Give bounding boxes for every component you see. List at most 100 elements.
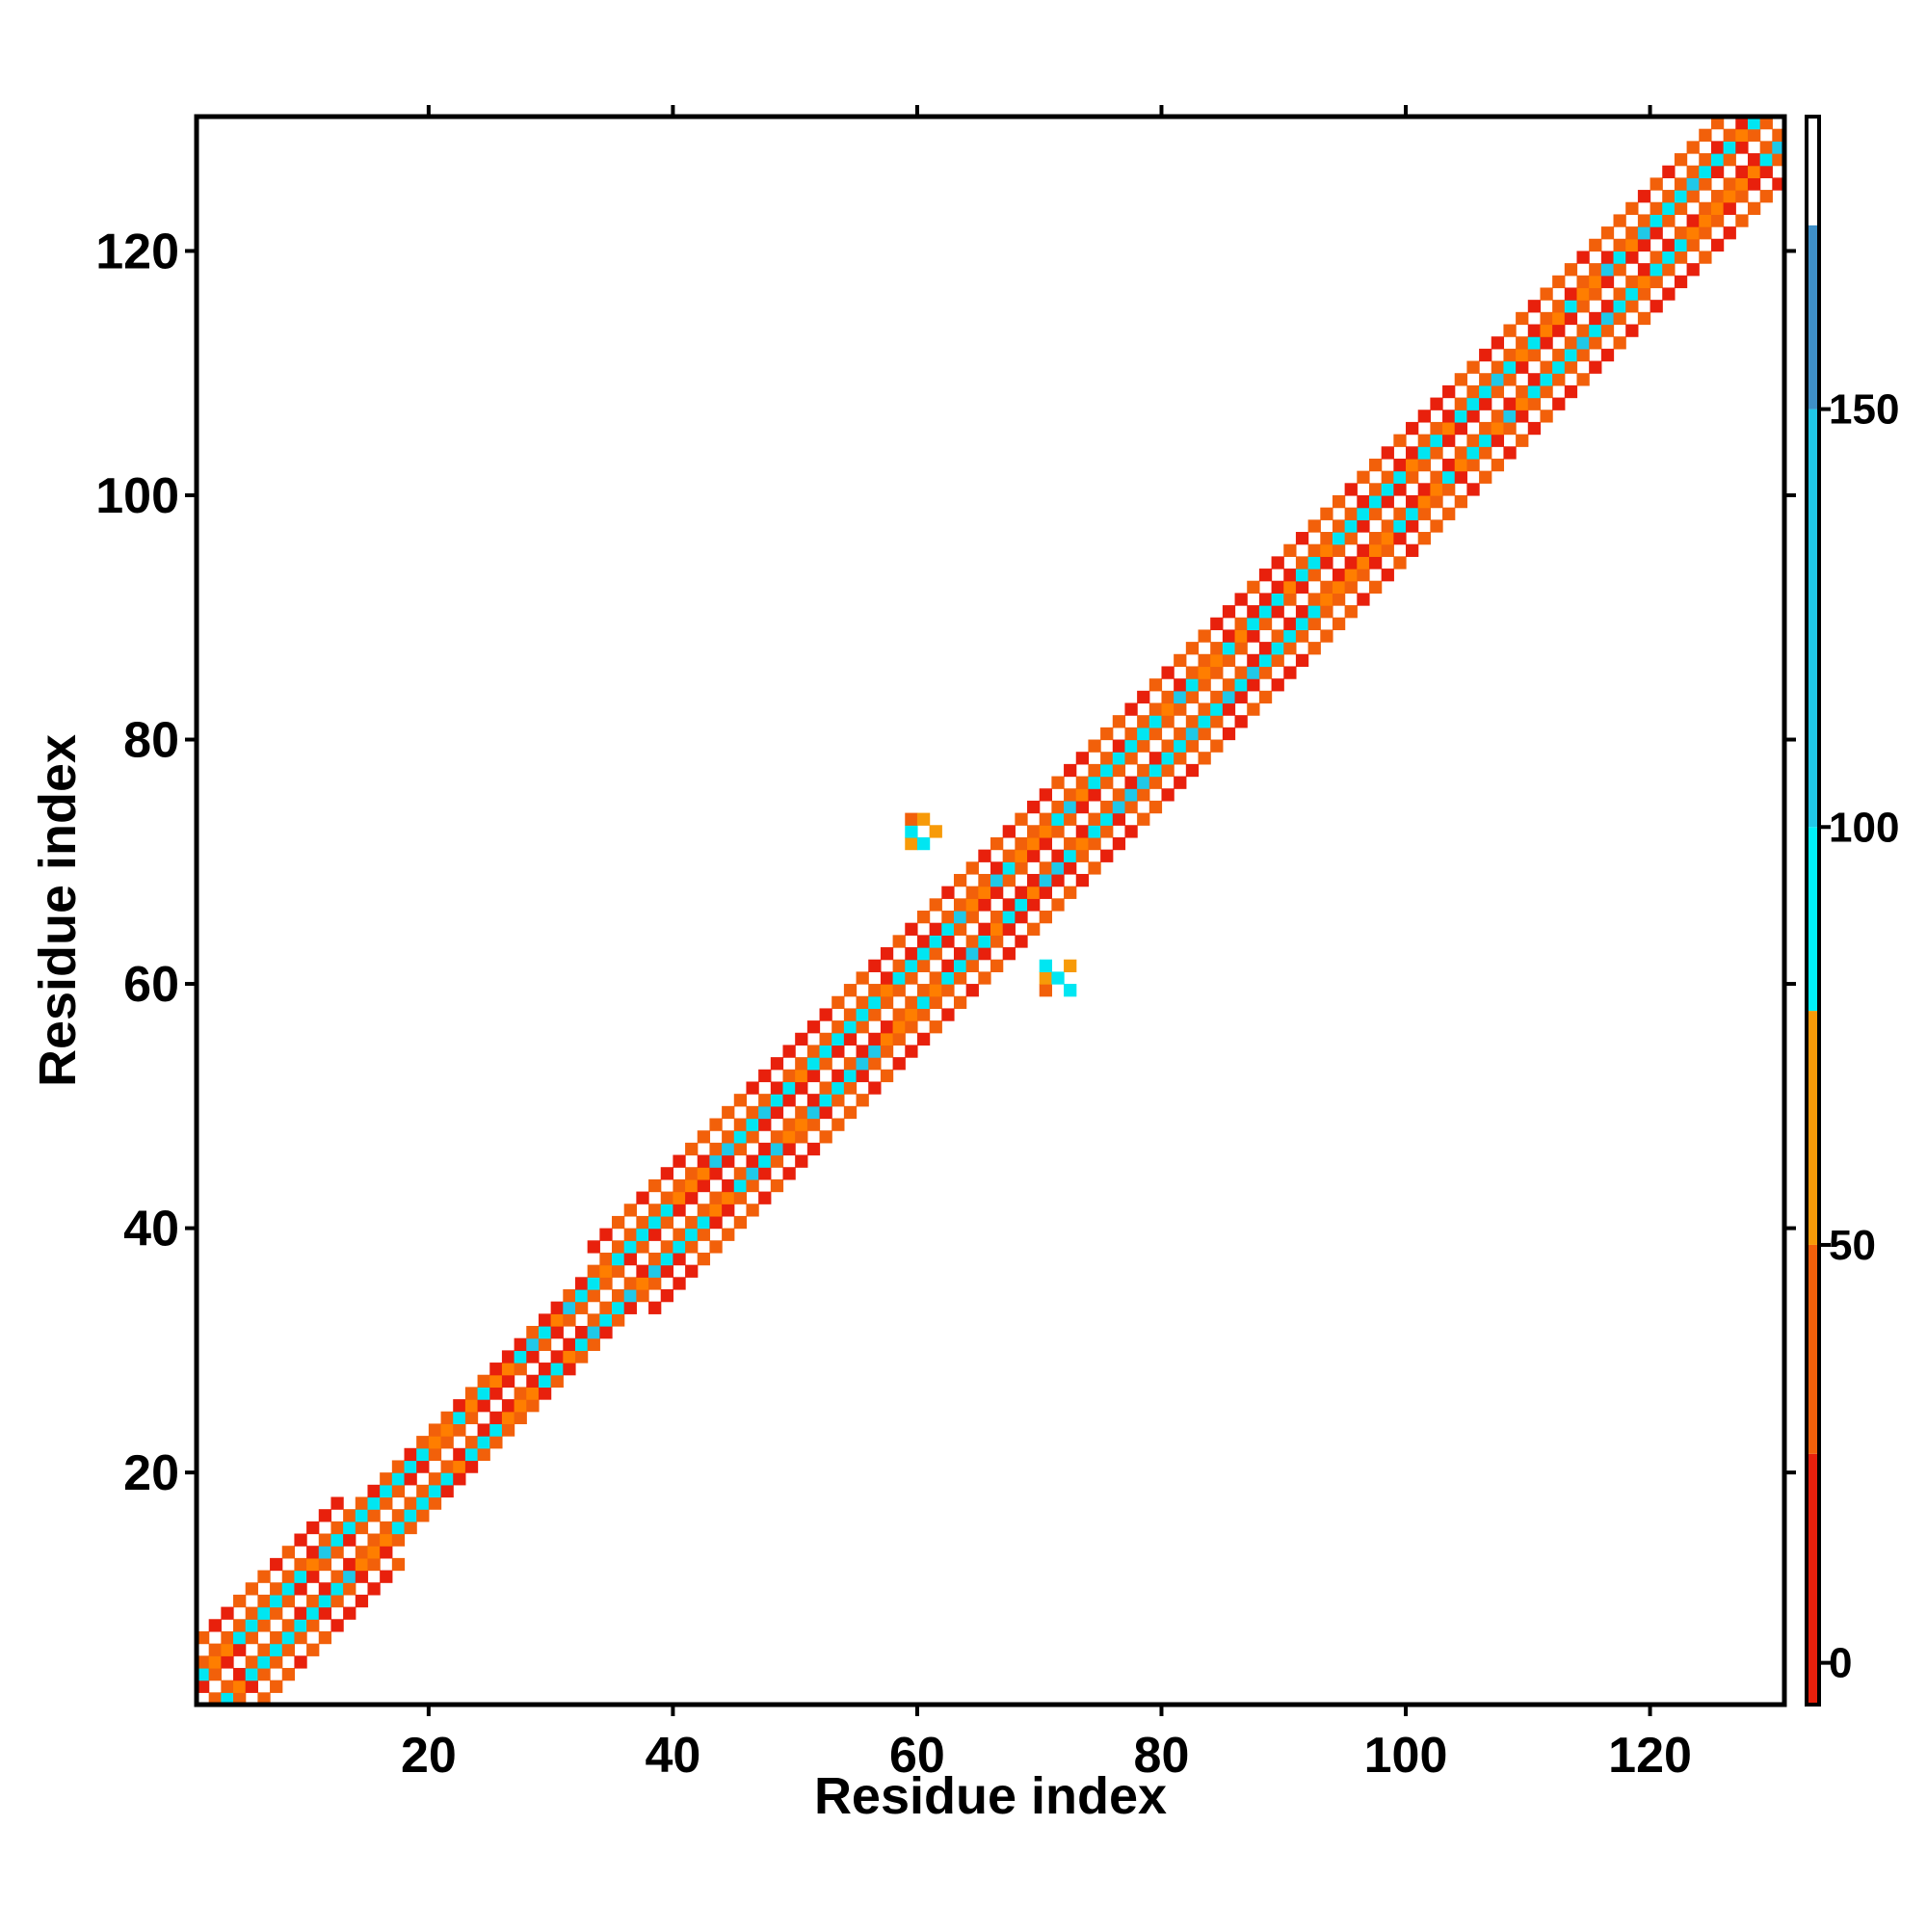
heatmap-cell [929, 971, 942, 985]
heatmap-cell [464, 1460, 479, 1473]
heatmap-cell [501, 1363, 515, 1376]
heatmap-cell [1772, 177, 1785, 191]
heatmap-cell [306, 1606, 320, 1620]
colorbar-tick-label: 50 [1829, 1222, 1876, 1269]
heatmap-cell [270, 1680, 283, 1693]
heatmap-cell [453, 1460, 466, 1473]
heatmap-cell [1479, 470, 1492, 484]
heatmap-cell [1332, 593, 1346, 606]
heatmap-cell [281, 1546, 296, 1559]
heatmap-cell [990, 886, 1004, 899]
colorbar-segment [1807, 1244, 1819, 1454]
heatmap-cell [526, 1399, 540, 1413]
heatmap-cell [1662, 287, 1676, 301]
heatmap-cell [953, 873, 967, 887]
heatmap-cell [1283, 569, 1297, 582]
heatmap-cell [1027, 825, 1041, 838]
heatmap-cell [722, 1204, 735, 1217]
heatmap-cell [941, 984, 955, 997]
heatmap-cell [953, 959, 967, 972]
heatmap-cell [832, 1045, 845, 1058]
heatmap-cell [404, 1509, 417, 1522]
heatmap-cell [673, 1277, 686, 1290]
heatmap-cell [709, 1191, 723, 1204]
heatmap-cell [355, 1570, 369, 1583]
heatmap-cell [404, 1472, 417, 1486]
heatmap-cell [1064, 959, 1077, 972]
heatmap-cell [636, 1288, 649, 1303]
heatmap-cell [795, 1057, 808, 1071]
heatmap-cell [1662, 165, 1676, 178]
heatmap-cell [941, 911, 955, 924]
heatmap-cell [795, 1105, 808, 1120]
heatmap-cell [612, 1288, 625, 1303]
heatmap-cell [245, 1680, 258, 1693]
heatmap-cell [1368, 580, 1383, 594]
heatmap-cell [1699, 214, 1712, 227]
heatmap-cell [722, 1154, 735, 1168]
heatmap-cell [1650, 177, 1663, 191]
heatmap-cell [1295, 569, 1309, 582]
heatmap-cell [1283, 642, 1297, 655]
heatmap-cell [318, 1533, 332, 1547]
heatmap-cell [550, 1301, 564, 1314]
heatmap-cell [587, 1313, 600, 1327]
heatmap-cell [1503, 446, 1517, 460]
heatmap-cell [1100, 849, 1114, 862]
heatmap-cell [1088, 739, 1101, 753]
heatmap-cell [380, 1472, 393, 1486]
heatmap-cell [1295, 580, 1309, 594]
heatmap-cell [489, 1411, 503, 1425]
heatmap-cell [1540, 373, 1553, 386]
heatmap-cell [343, 1557, 356, 1572]
heatmap-cell [819, 1008, 832, 1021]
heatmap-cell [1576, 287, 1590, 301]
heatmap-cell [453, 1399, 466, 1413]
heatmap-cell [782, 1081, 796, 1095]
heatmap-cell [868, 1045, 882, 1058]
heatmap-cell [1747, 153, 1761, 167]
heatmap-cell [1064, 861, 1077, 875]
heatmap-cell [477, 1423, 490, 1437]
heatmap-cell [709, 1240, 723, 1254]
heatmap-cell [1051, 971, 1065, 985]
heatmap-cell [1088, 788, 1101, 802]
heatmap-cell [1466, 446, 1480, 460]
heatmap-cell [1613, 311, 1626, 326]
heatmap-cell [1625, 324, 1639, 337]
heatmap-cell [1002, 947, 1016, 961]
heatmap-cell [1613, 287, 1626, 301]
heatmap-cell [1258, 569, 1273, 582]
heatmap-cell [343, 1570, 356, 1583]
heatmap-cell [1600, 348, 1615, 362]
heatmap-cell [916, 812, 931, 826]
heatmap-cell [673, 1204, 686, 1217]
heatmap-cell [330, 1570, 344, 1583]
heatmap-cell [905, 836, 918, 851]
heatmap-cell [1332, 617, 1346, 631]
heatmap-cell [1198, 702, 1211, 716]
colorbar-tick-label: 100 [1829, 804, 1899, 851]
heatmap-cell [1735, 165, 1749, 178]
heatmap-cell [1344, 532, 1358, 545]
heatmap-cell [1576, 324, 1590, 337]
heatmap-cell [1100, 752, 1114, 765]
heatmap-cell [1015, 911, 1028, 924]
heatmap-cell [770, 1154, 784, 1168]
heatmap-cell [391, 1557, 406, 1572]
heatmap-cell [1124, 752, 1138, 765]
heatmap-cell [1112, 788, 1126, 802]
heatmap-cell [1564, 384, 1578, 399]
heatmap-cell [1015, 836, 1028, 851]
heatmap-cell [843, 1105, 858, 1120]
heatmap-cell [1417, 494, 1431, 509]
heatmap-cell [380, 1546, 393, 1559]
heatmap-cell [856, 1045, 869, 1058]
heatmap-cell [270, 1606, 283, 1620]
heatmap-cell [1417, 446, 1431, 460]
heatmap-cell [1381, 519, 1394, 533]
heatmap-cell [1589, 287, 1602, 301]
heatmap-cell [1491, 384, 1505, 399]
heatmap-cell [1393, 470, 1407, 484]
